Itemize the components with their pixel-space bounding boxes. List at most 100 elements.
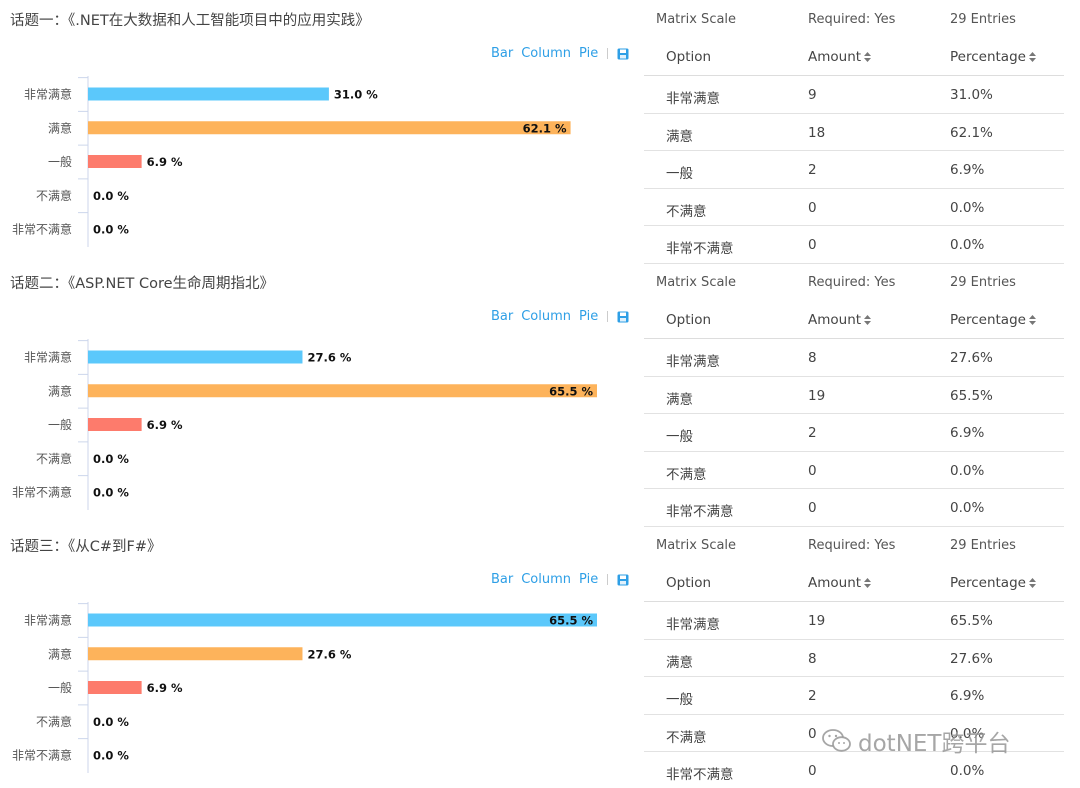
table-row: 非常不满意 0 0.0% (644, 752, 1064, 788)
watermark: dotNET跨平台 (822, 724, 1062, 758)
table-row: 满意 18 62.1% (644, 114, 1064, 151)
category-label: 非常满意 (24, 613, 72, 628)
question-section: 话题二：《ASP.NET Core生命周期指北》 非常满意 27.6 % 满意 65.… (0, 263, 1080, 527)
data-label: 6.9 % (147, 681, 183, 695)
table-row: 不满意 0 0.0% (644, 452, 1064, 489)
table-row: 一般 2 6.9% (644, 677, 1064, 715)
bar[interactable] (88, 87, 329, 101)
bar-chart-button[interactable]: Bar (491, 46, 514, 61)
amount-header[interactable]: Amount (808, 312, 872, 328)
sort-icon[interactable] (1028, 50, 1036, 62)
amount-cell: 0 (808, 725, 817, 742)
question-section: 话题一：《.NET在大数据和人工智能项目中的应用实践》 非常满意 31.0 % 满意… (0, 0, 1080, 264)
option-cell: 非常满意 (666, 354, 720, 370)
amount-cell: 2 (808, 162, 817, 178)
percentage-cell: 65.5% (950, 613, 993, 629)
sort-icon[interactable] (864, 50, 872, 62)
watermark-text: dotNET跨平台 (858, 731, 1011, 757)
sort-icon[interactable] (864, 576, 872, 588)
question-type: Matrix Scale (656, 12, 737, 27)
amount-header-label: Amount (808, 575, 862, 591)
chart-type-toolbar: Bar Column Pie (491, 572, 629, 587)
column-chart-button[interactable]: Column (521, 572, 572, 587)
percentage-header[interactable]: Percentage (950, 49, 1036, 65)
table-row: 非常满意 8 27.6% (644, 339, 1064, 377)
amount-cell: 19 (808, 387, 826, 404)
table-header: Option Amount Percentage (644, 39, 1064, 76)
save-icon[interactable] (617, 311, 629, 323)
bar[interactable] (88, 647, 303, 661)
pie-chart-button[interactable]: Pie (579, 46, 599, 61)
data-label: 0.0 % (93, 486, 129, 500)
toolbar-divider (607, 311, 609, 322)
percentage-header[interactable]: Percentage (950, 575, 1036, 591)
sort-icon[interactable] (864, 313, 872, 325)
option-cell: 非常满意 (666, 91, 720, 107)
table-row: 非常满意 9 31.0% (644, 76, 1064, 114)
percentage-cell: 0.0% (950, 237, 985, 253)
option-cell: 不满意 (666, 203, 707, 220)
toolbar-divider (607, 48, 609, 59)
entries-count: 29 Entries (950, 538, 1016, 553)
option-cell: 满意 (666, 391, 693, 408)
percentage-cell: 62.1% (950, 124, 993, 141)
category-label: 一般 (48, 154, 72, 169)
data-label: 27.6 % (307, 647, 351, 661)
percentage-header-label: Percentage (950, 49, 1026, 65)
pie-chart-button[interactable]: Pie (579, 572, 599, 587)
entries-count: 29 Entries (950, 275, 1016, 290)
save-icon[interactable] (617, 48, 629, 60)
wechat-icon (822, 729, 851, 752)
table-row: 非常不满意 0 0.0% (644, 226, 1064, 264)
bar-chart-button[interactable]: Bar (491, 572, 514, 587)
amount-cell: 19 (808, 613, 826, 629)
category-label: 非常不满意 (12, 485, 72, 500)
amount-cell: 2 (808, 688, 817, 704)
bar[interactable] (88, 121, 571, 135)
option-cell: 一般 (666, 692, 693, 708)
amount-cell: 0 (808, 500, 817, 516)
sort-icon[interactable] (1028, 313, 1036, 325)
required-status: Required: Yes (808, 275, 896, 290)
table-row: 一般 2 6.9% (644, 151, 1064, 189)
sort-icon[interactable] (1028, 576, 1036, 588)
option-cell: 非常不满意 (666, 504, 734, 520)
bar[interactable] (88, 681, 142, 694)
table-row: 非常满意 19 65.5% (644, 602, 1064, 640)
option-cell: 满意 (666, 128, 693, 145)
amount-cell: 0 (808, 237, 817, 253)
category-label: 满意 (48, 383, 72, 398)
amount-cell: 2 (808, 425, 817, 441)
option-header: Option (666, 575, 712, 591)
bar[interactable] (88, 418, 142, 431)
data-label: 62.1 % (523, 121, 567, 135)
chart-type-toolbar: Bar Column Pie (491, 309, 629, 324)
data-label: 0.0 % (93, 189, 129, 203)
percentage-cell: 31.0% (950, 87, 993, 103)
amount-header[interactable]: Amount (808, 575, 872, 591)
bar[interactable] (88, 155, 142, 168)
percentage-header[interactable]: Percentage (950, 312, 1036, 328)
data-label: 31.0 % (334, 88, 378, 102)
table-row: 非常不满意 0 0.0% (644, 489, 1064, 527)
amount-header[interactable]: Amount (808, 49, 872, 65)
save-icon[interactable] (617, 574, 629, 586)
bar[interactable] (88, 350, 303, 364)
pie-chart-button[interactable]: Pie (579, 309, 599, 324)
data-label: 27.6 % (307, 351, 351, 365)
option-header: Option (666, 312, 712, 328)
category-label: 非常不满意 (12, 222, 72, 237)
data-label: 0.0 % (93, 452, 129, 466)
category-label: 满意 (48, 646, 72, 661)
amount-header-label: Amount (808, 49, 862, 65)
table-row: 满意 19 65.5% (644, 377, 1064, 414)
bar[interactable] (88, 384, 597, 398)
column-chart-button[interactable]: Column (521, 309, 572, 324)
category-label: 满意 (48, 120, 72, 135)
column-chart-button[interactable]: Column (521, 46, 572, 61)
bar-chart-button[interactable]: Bar (491, 309, 514, 324)
percentage-cell: 0.0% (950, 199, 985, 216)
bar[interactable] (88, 613, 597, 627)
question-type: Matrix Scale (656, 275, 737, 290)
question-section: 话题三：《从C#到F#》 非常满意 65.5 % 满意 27.6 % 一般 6.9 % 不满… (0, 526, 1080, 788)
